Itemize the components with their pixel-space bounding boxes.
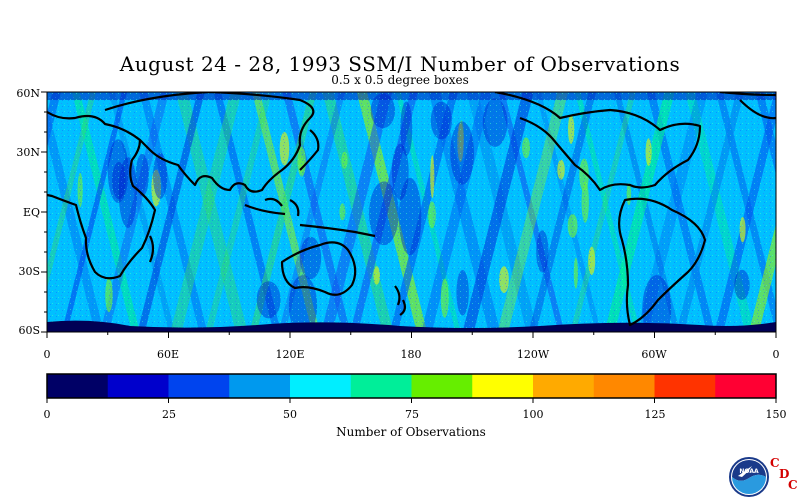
swath-band: [791, 92, 800, 332]
lon-label-60e: 60E: [156, 348, 180, 361]
field-texture: [47, 92, 776, 332]
map-field: [47, 92, 800, 332]
madagascar-coastline: [148, 235, 155, 263]
colorbar-segment: [350, 374, 412, 398]
map-title: August 24 - 28, 1993 SSM/I Number of Obs…: [119, 52, 681, 76]
colorbar-segment: [593, 374, 655, 398]
colorbar-tick-75: 75: [405, 408, 419, 421]
colorbar-segment: [411, 374, 473, 398]
noaa-cdc-logo: NOAA C D C: [728, 456, 798, 498]
australia-coastline: [280, 241, 357, 296]
lon-label-0-west: 0: [43, 348, 51, 361]
cdc-letter-d: D: [779, 467, 790, 481]
asia-coastline: [104, 92, 315, 193]
colorbar-tick-0: 0: [43, 408, 51, 421]
lat-label-30n: 30N: [16, 146, 40, 159]
lat-label-60s: 60S: [18, 324, 40, 337]
north-america-coastline: [494, 92, 702, 192]
axis-ticks: [41, 91, 777, 338]
colorbar-segment: [533, 374, 595, 398]
indonesia-coastline: [244, 197, 376, 238]
colorbar-tick-25: 25: [162, 408, 176, 421]
lat-label-30s: 30S: [18, 265, 40, 278]
colorbar-segment: [47, 374, 109, 398]
antarctica-landmass: [47, 320, 776, 332]
cdc-letter-c2: C: [788, 478, 798, 492]
south-america-coastline: [618, 197, 707, 327]
colorbar-tick-125: 125: [644, 408, 666, 421]
colorbar-segment: [290, 374, 352, 398]
lon-label-60w: 60W: [641, 348, 667, 361]
lon-label-120e: 120E: [275, 348, 305, 361]
colorbar-segment: [229, 374, 291, 398]
colorbar-segment: [472, 374, 534, 398]
colorbar-frame: [46, 373, 777, 399]
japan-coastline: [299, 129, 320, 171]
colorbar-title: Number of Observations: [336, 425, 486, 439]
noaa-logo-text: NOAA: [739, 468, 759, 475]
colorbar-tick-150: 150: [765, 408, 787, 421]
colorbar-tick-50: 50: [283, 408, 297, 421]
colorbar-segment: [654, 374, 716, 398]
colorbar-segment: [107, 374, 169, 398]
colorbar: [46, 374, 777, 403]
noaa-logo-icon: NOAA: [729, 457, 769, 497]
cdc-letter-c1: C: [770, 456, 780, 470]
lat-label-eq: EQ: [22, 206, 40, 219]
colorbar-segment: [168, 374, 230, 398]
new-zealand-coastline: [394, 285, 407, 316]
lat-label-60n: 60N: [16, 87, 40, 100]
africa-europe-coastline: [47, 111, 157, 280]
lon-label-0-east: 0: [772, 348, 780, 361]
lon-label-180: 180: [400, 348, 422, 361]
colorbar-tick-100: 100: [522, 408, 544, 421]
lon-label-120w: 120W: [516, 348, 550, 361]
colorbar-segment: [715, 374, 777, 398]
map-subtitle: 0.5 x 0.5 degree boxes: [331, 73, 469, 87]
